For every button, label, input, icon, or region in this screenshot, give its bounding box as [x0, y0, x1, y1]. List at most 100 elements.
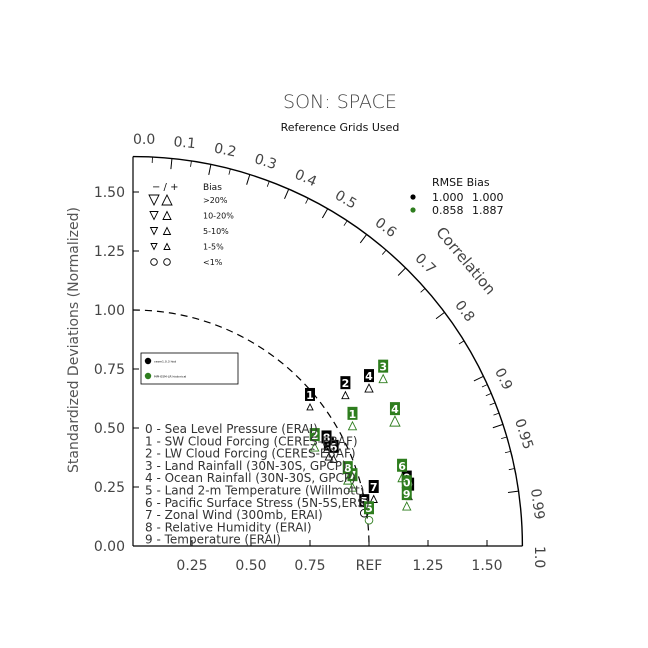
bias-marker [347, 482, 358, 492]
correlation-tick-label: 0.0 [133, 132, 155, 148]
data-point-label: 0 [403, 476, 411, 489]
bias-legend-marker [149, 211, 159, 221]
correlation-tick-label: 0.3 [252, 151, 278, 173]
y-tick-label: 0.75 [94, 362, 125, 378]
x-tick-label: 0.75 [294, 558, 325, 574]
y-tick-label: 0.00 [94, 539, 125, 555]
correlation-tick [170, 158, 173, 170]
bias-marker [306, 402, 314, 411]
data-point-label: 1 [349, 408, 357, 421]
rmse-legend-rmse: 1.000 [432, 191, 464, 204]
correlation-tick-label: 0.5 [332, 188, 359, 213]
chart-subtitle: Reference Grids Used [281, 121, 400, 134]
y-tick-label: 1.50 [94, 185, 125, 201]
bias-legend-marker [162, 210, 172, 220]
correlation-minor-tick [420, 288, 426, 293]
correlation-minor-tick [228, 168, 231, 175]
correlation-minor-tick [458, 340, 465, 345]
bias-marker [389, 415, 401, 427]
bias-legend-label: 10-20% [203, 212, 234, 221]
data-point-label: 4 [365, 370, 373, 383]
data-point-box [401, 487, 412, 501]
bias-marker [364, 383, 374, 393]
variable-list-item: 5 - Land 2-m Temperature (Willmott) [145, 484, 364, 498]
variable-list-item: 4 - Ocean Rainfall (30N-30S, GPCP) [145, 471, 356, 485]
correlation-tick [507, 490, 519, 494]
rmse-legend-dot [410, 194, 416, 200]
rmse-legend-bias: 1.887 [472, 204, 504, 217]
data-point-box [321, 430, 332, 444]
correlation-tick [397, 267, 406, 276]
bias-marker [378, 373, 388, 384]
x-tick-label: 0.50 [235, 558, 266, 574]
bias-legend-marker [150, 243, 158, 251]
correlation-tick-label: 0.2 [213, 140, 238, 160]
data-point-label: 4 [391, 403, 399, 416]
x-tick-label: 1.50 [471, 558, 502, 574]
data-point-label: 8 [344, 462, 352, 475]
y-tick-label: 0.25 [94, 480, 125, 496]
y-tick-label: 1.25 [94, 244, 125, 260]
correlation-minor-tick [343, 220, 348, 226]
data-point-box [305, 387, 315, 401]
correlation-minor-tick [266, 181, 270, 187]
bias-marker [341, 390, 350, 400]
correlation-tick-label: 0.8 [451, 298, 477, 325]
correlation-label: Correlation [432, 223, 499, 298]
data-point-label: 8 [323, 431, 331, 444]
correlation-minor-tick [381, 249, 387, 255]
bias-legend-marker [149, 227, 159, 236]
data-point-label: 7 [370, 481, 378, 494]
data-point-box [397, 458, 408, 472]
bias-marker [322, 445, 331, 453]
correlation-tick-label: 0.7 [412, 250, 439, 277]
variable-list-item: 3 - Land Rainfall (30N-30S, GPCP) [145, 459, 347, 473]
correlation-minor-tick [508, 468, 515, 471]
bias-legend-marker [163, 258, 171, 266]
data-point-box [401, 475, 412, 489]
reference-arc [132, 309, 370, 547]
model-legend-dot [144, 357, 152, 365]
variable-list-item: 6 - Pacific Surface Stress (5N-5S,ERS) [145, 496, 370, 510]
data-point-box [378, 359, 389, 373]
data-point-box [368, 480, 379, 493]
y-tick-label: 1.00 [94, 303, 125, 319]
outer-arc [132, 155, 524, 547]
data-point-label: 1 [306, 389, 314, 402]
x-tick-label: 0.25 [176, 558, 207, 574]
correlation-tick [208, 164, 212, 175]
variable-list-item: 9 - Temperature (ERAI) [145, 533, 281, 547]
y-tick-label: 0.50 [94, 421, 125, 437]
bias-legend-marker [162, 226, 172, 235]
variable-list-item: 2 - LW Cloud Forcing (CERES-EBAF) [145, 447, 356, 461]
rmse-legend-dot [410, 207, 416, 213]
data-point-label: 6 [398, 460, 406, 473]
chart-title: SON: SPACE [283, 91, 397, 113]
correlation-minor-tick [190, 160, 192, 167]
data-point-label: 9 [403, 488, 411, 501]
correlation-minor-tick [493, 412, 500, 416]
bias-legend-label: <1% [203, 258, 223, 267]
variable-list-item: 1 - SW Cloud Forcing (CERES-EBAF) [145, 434, 358, 448]
bias-legend-label: 5-10% [203, 227, 229, 236]
correlation-tick [473, 375, 484, 382]
bias-marker [402, 501, 412, 511]
bias-marker [329, 454, 338, 463]
correlation-tick-label: 0.9 [491, 366, 515, 393]
rmse-legend-header: RMSE Bias [432, 176, 490, 189]
model-legend-label: MPI-ESM-LR historical [154, 375, 186, 379]
data-point-label: 6 [330, 441, 338, 454]
variable-list-item: 7 - Zonal Wind (300mb, ERAI) [145, 508, 323, 522]
correlation-tick [321, 208, 329, 219]
data-point-box [340, 376, 351, 390]
data-point-label: 3 [379, 361, 387, 374]
correlation-tick [246, 174, 251, 185]
bias-marker [343, 475, 353, 485]
correlation-tick-label: 0.1 [173, 134, 197, 152]
bias-legend-marker [148, 194, 160, 207]
correlation-minor-tick [485, 393, 492, 397]
bias-marker [397, 472, 407, 483]
plot-area: 0.000.250.500.751.001.251.500.25 0.50 0.75… [94, 132, 547, 574]
correlation-minor-tick [489, 402, 496, 406]
